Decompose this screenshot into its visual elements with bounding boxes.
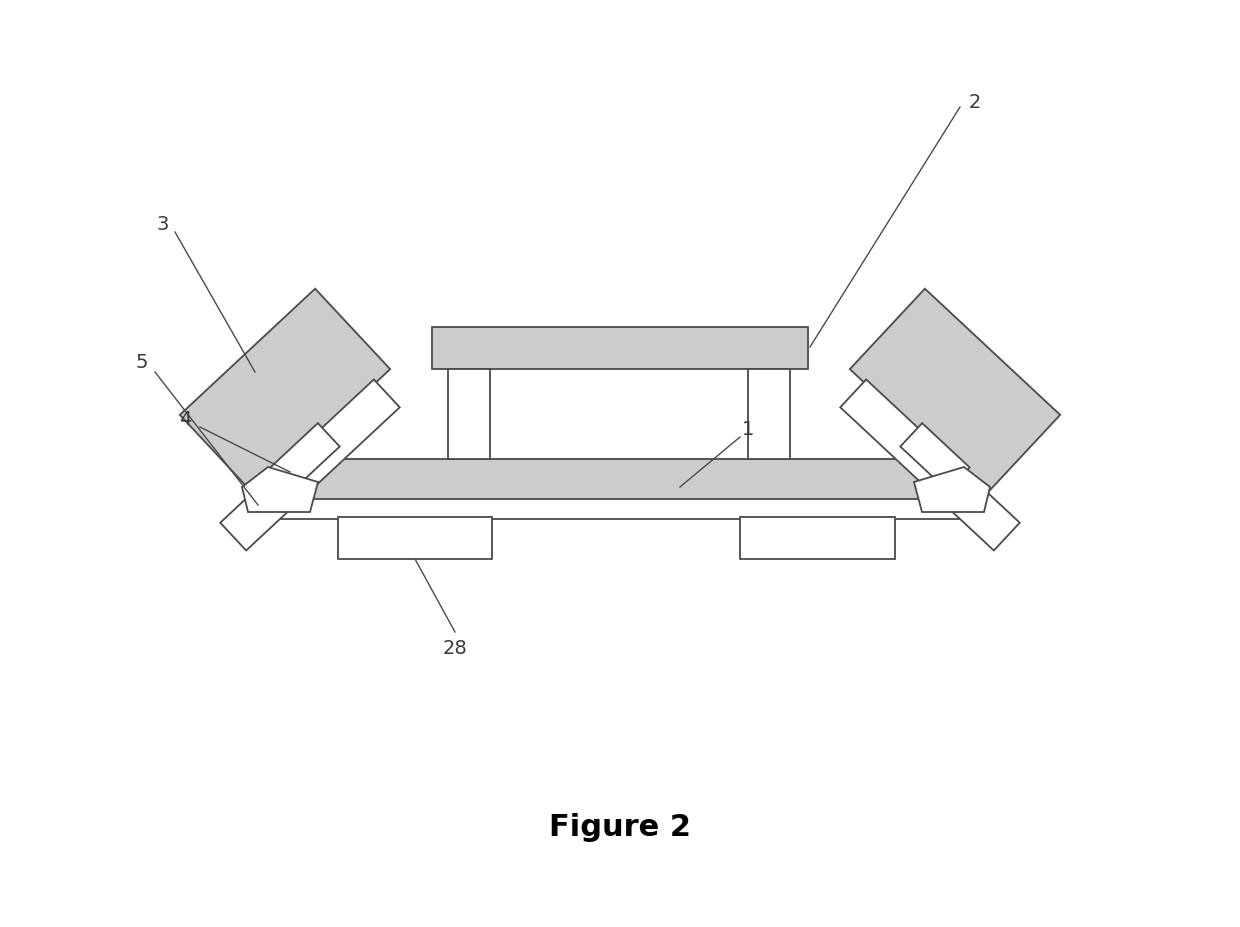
Polygon shape xyxy=(900,424,970,491)
Polygon shape xyxy=(339,517,492,559)
Polygon shape xyxy=(305,460,935,500)
Text: Figure 2: Figure 2 xyxy=(549,813,691,842)
Polygon shape xyxy=(242,467,317,513)
Text: 3: 3 xyxy=(156,215,169,235)
Polygon shape xyxy=(270,424,340,491)
Polygon shape xyxy=(180,289,391,496)
Polygon shape xyxy=(448,370,490,460)
Polygon shape xyxy=(914,467,990,513)
Polygon shape xyxy=(221,380,399,551)
Text: 5: 5 xyxy=(135,353,149,372)
Polygon shape xyxy=(849,289,1060,496)
Polygon shape xyxy=(248,498,980,519)
Text: 1: 1 xyxy=(742,420,754,439)
Text: 4: 4 xyxy=(179,410,191,429)
Text: 28: 28 xyxy=(443,638,467,657)
Polygon shape xyxy=(841,380,1019,551)
Text: 2: 2 xyxy=(968,94,981,112)
Polygon shape xyxy=(740,517,895,559)
Polygon shape xyxy=(432,327,808,370)
Polygon shape xyxy=(748,370,790,460)
